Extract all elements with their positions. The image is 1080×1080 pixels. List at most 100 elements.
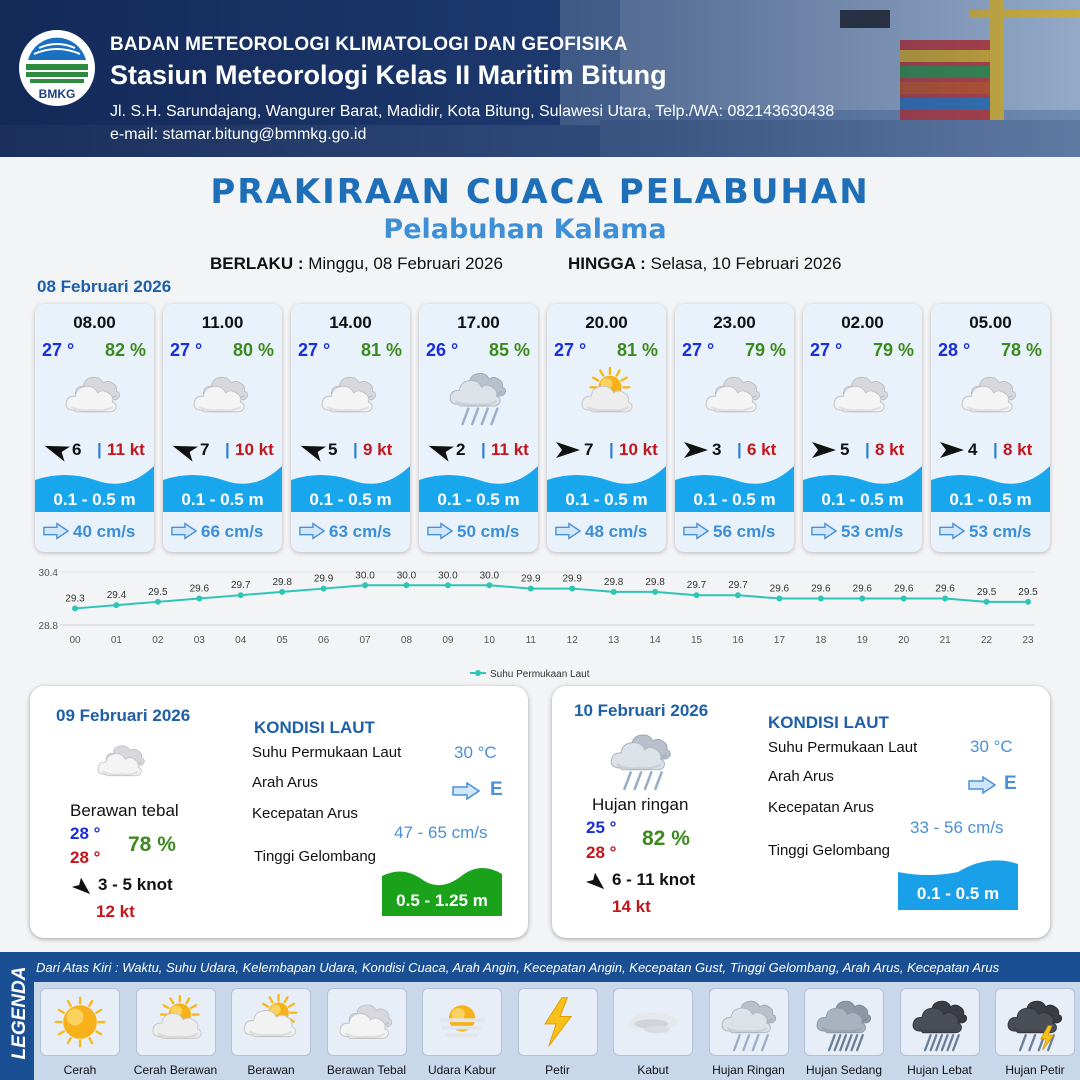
card-gust: 8 kt	[1003, 440, 1033, 459]
legend-item: Petir	[517, 988, 598, 1077]
x-tick-label: 14	[650, 635, 662, 646]
card-time: 11.00	[201, 313, 244, 332]
legend-dot-swatch	[475, 670, 481, 676]
x-tick-label: 10	[484, 635, 496, 646]
day3-panel: 10 Februari 2026 Hujan ringan 25 ° 28 ° …	[552, 686, 1050, 938]
sst-point	[734, 592, 741, 599]
sst-point	[610, 588, 617, 595]
day2-date: 09 Februari 2026	[56, 706, 191, 725]
legend-item: Cerah Berawan	[134, 988, 217, 1077]
forecast-card: 23.00 27 ° 79 % 3 | 6 kt 0.1 - 0.5 m 56 cm/s	[675, 304, 794, 552]
card-gust: 9 kt	[363, 440, 393, 459]
x-tick-label: 03	[194, 635, 206, 646]
card-wave-height: 0.1 - 0.5 m	[949, 490, 1032, 509]
day2-temp-max: 28 °	[70, 848, 101, 867]
sst-point	[859, 595, 866, 602]
station-address: Jl. S.H. Sarundajang, Wangurer Barat, Ma…	[110, 103, 835, 120]
card-current-speed: 66 cm/s	[201, 522, 264, 541]
sst-data-label: 29.7	[687, 580, 707, 591]
forecast-card: 05.00 28 ° 78 % 4 | 8 kt 0.1 - 0.5 m 53 cm/s	[931, 304, 1050, 552]
sst-data-label: 30.0	[355, 570, 375, 581]
card-humidity: 81 %	[360, 340, 402, 360]
card-time: 20.00	[585, 313, 628, 332]
day2-current-dir: E	[490, 779, 503, 800]
legend-item: Hujan Sedang	[804, 988, 884, 1077]
card-separator: |	[993, 440, 998, 459]
x-tick-label: 13	[608, 635, 620, 646]
day3-wave-label: Tinggi Gelombang	[768, 842, 891, 859]
legend-icon-box	[804, 988, 884, 1056]
card-wave-height: 0.1 - 0.5 m	[821, 490, 904, 509]
card-wind-speed: 4	[968, 440, 978, 459]
wave-shape	[547, 466, 666, 512]
sst-data-label: 29.6	[853, 584, 873, 595]
wind-direction-icon	[940, 442, 964, 458]
sst-data-label: 29.3	[65, 593, 85, 604]
current-arrow-icon	[683, 522, 709, 540]
legend-item: Hujan Ringan	[708, 988, 789, 1077]
legend-description-bar	[34, 952, 1080, 982]
wave-shape	[931, 466, 1050, 512]
legend: LEGENDA Dari Atas Kiri : Waktu, Suhu Uda…	[0, 952, 1080, 1080]
card-current-speed: 53 cm/s	[969, 522, 1032, 541]
petir-icon	[543, 997, 572, 1047]
card-wave-height: 0.1 - 0.5 m	[565, 490, 648, 509]
day3-temp-max: 28 °	[586, 843, 617, 862]
card-temperature: 27 °	[554, 340, 587, 360]
legend-item: Berawan	[231, 988, 311, 1077]
day2-panel: 09 Februari 2026 Berawan tebal 28 ° 28 °…	[30, 686, 528, 938]
legend-item: Hujan Lebat	[899, 988, 980, 1077]
legend-icon-box	[995, 988, 1075, 1056]
day3-current-speed: 33 - 56 cm/s	[910, 818, 1004, 837]
header-overlay	[0, 0, 1080, 157]
day2-gust: 12 kt	[96, 902, 135, 921]
card-wind-speed: 5	[328, 440, 338, 459]
sst-data-label: 30.0	[480, 570, 500, 581]
legend-description: Dari Atas Kiri : Waktu, Suhu Udara, Kele…	[36, 960, 1000, 975]
legend-icon-box	[40, 988, 120, 1056]
legend-label: Berawan	[247, 1063, 295, 1077]
day3-sea-title: KONDISI LAUT	[768, 713, 889, 732]
card-time: 02.00	[841, 313, 884, 332]
sst-series-line	[74, 584, 1028, 610]
card-wind-speed: 6	[72, 440, 82, 459]
day3-humidity: 82 %	[642, 827, 690, 850]
sst-point	[72, 605, 78, 612]
sst-data-label: 29.6	[811, 584, 831, 595]
current-arrow-icon	[427, 522, 453, 540]
page-title: PRAKIRAAN CUACA PELABUHAN	[210, 172, 870, 212]
forecast-card: 20.00 27 ° 81 % 7 | 10 kt 0.1 - 0.5 m 48 cm/s	[547, 304, 666, 552]
legend-item: Cerah	[40, 988, 120, 1077]
sst-point	[362, 582, 369, 589]
wind-direction-icon	[556, 442, 580, 458]
day2-wave-height: 0.5 - 1.25 m	[396, 891, 488, 910]
card-time: 08.00	[73, 313, 116, 332]
day3-gust: 14 kt	[612, 897, 651, 916]
berawan-tebal-icon	[705, 376, 760, 413]
header-banner: BMKG BADAN METEOROLOGI KLIMATOLOGI DAN G…	[0, 0, 1080, 157]
card-humidity: 79 %	[744, 340, 786, 360]
card-wind-speed: 5	[840, 440, 850, 459]
day2-sst-label: Suhu Permukaan Laut	[252, 744, 402, 761]
legend-label: Hujan Ringan	[712, 1063, 785, 1077]
day2-sst: 30 °C	[454, 743, 497, 762]
wave-shape	[163, 466, 282, 512]
x-tick-label: 18	[815, 635, 827, 646]
berawan-tebal-icon	[65, 376, 120, 413]
sst-chart: 30.4 28.8 29.3 00 29.4 01 29.5 02 29.6 03 29.7 04 29…	[39, 568, 1039, 680]
valid-from: BERLAKU : Minggu, 08 Februari 2026	[210, 254, 503, 274]
sst-point	[113, 602, 120, 609]
card-wave-height: 0.1 - 0.5 m	[437, 490, 520, 509]
sst-data-label: 29.8	[272, 577, 292, 588]
hujan-lebat-icon	[912, 1000, 967, 1052]
legend-label: Udara Kabur	[427, 1063, 497, 1077]
card-humidity: 79 %	[872, 340, 914, 360]
day2-speed-label: Kecepatan Arus	[252, 805, 358, 822]
sst-data-label: 29.9	[562, 574, 582, 585]
card-temperature: 26 °	[426, 340, 459, 360]
sst-point	[817, 595, 824, 602]
card-temperature: 27 °	[170, 340, 203, 360]
day2-dir-label: Arah Arus	[252, 774, 318, 791]
station-email: e-mail: stamar.bitung@bmmkg.go.id	[110, 126, 367, 143]
day2-cloud-icon	[97, 745, 145, 777]
